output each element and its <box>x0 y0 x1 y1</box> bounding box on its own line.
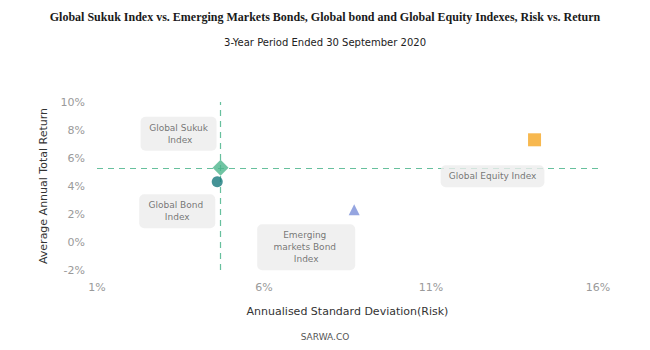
svg-text:Global Sukuk: Global Sukuk <box>149 123 209 133</box>
svg-text:0%: 0% <box>68 236 85 249</box>
svg-text:Emerging: Emerging <box>283 230 329 240</box>
svg-text:-2%: -2% <box>64 264 85 277</box>
svg-text:10%: 10% <box>61 96 85 109</box>
svg-text:Index: Index <box>165 212 190 222</box>
svg-text:8%: 8% <box>68 124 85 137</box>
svg-text:Index: Index <box>165 135 193 145</box>
svg-text:4%: 4% <box>68 180 85 193</box>
svg-text:Annualised Standard Deviation(: Annualised Standard Deviation(Risk) <box>247 305 449 318</box>
svg-text:Index: Index <box>294 254 319 264</box>
svg-text:SARWA.CO: SARWA.CO <box>301 332 350 342</box>
svg-text:6%: 6% <box>255 281 272 294</box>
svg-text:6%: 6% <box>68 152 85 165</box>
svg-text:Global Bond: Global Bond <box>148 200 206 210</box>
svg-text:Global Equity Index: Global Equity Index <box>449 171 537 181</box>
svg-text:Average Annual Total Return: Average Annual Total Return <box>37 108 50 264</box>
svg-text:1%: 1% <box>88 281 105 294</box>
svg-text:2%: 2% <box>68 208 85 221</box>
svg-text:Global Sukuk Index vs. Emergin: Global Sukuk Index vs. Emerging Markets … <box>50 10 601 24</box>
svg-text:11%: 11% <box>419 281 443 294</box>
svg-text:16%: 16% <box>586 281 610 294</box>
svg-text:3-Year Period Ended 30 Septemb: 3-Year Period Ended 30 September 2020 <box>224 37 426 48</box>
svg-text:markets Bond: markets Bond <box>273 242 338 252</box>
